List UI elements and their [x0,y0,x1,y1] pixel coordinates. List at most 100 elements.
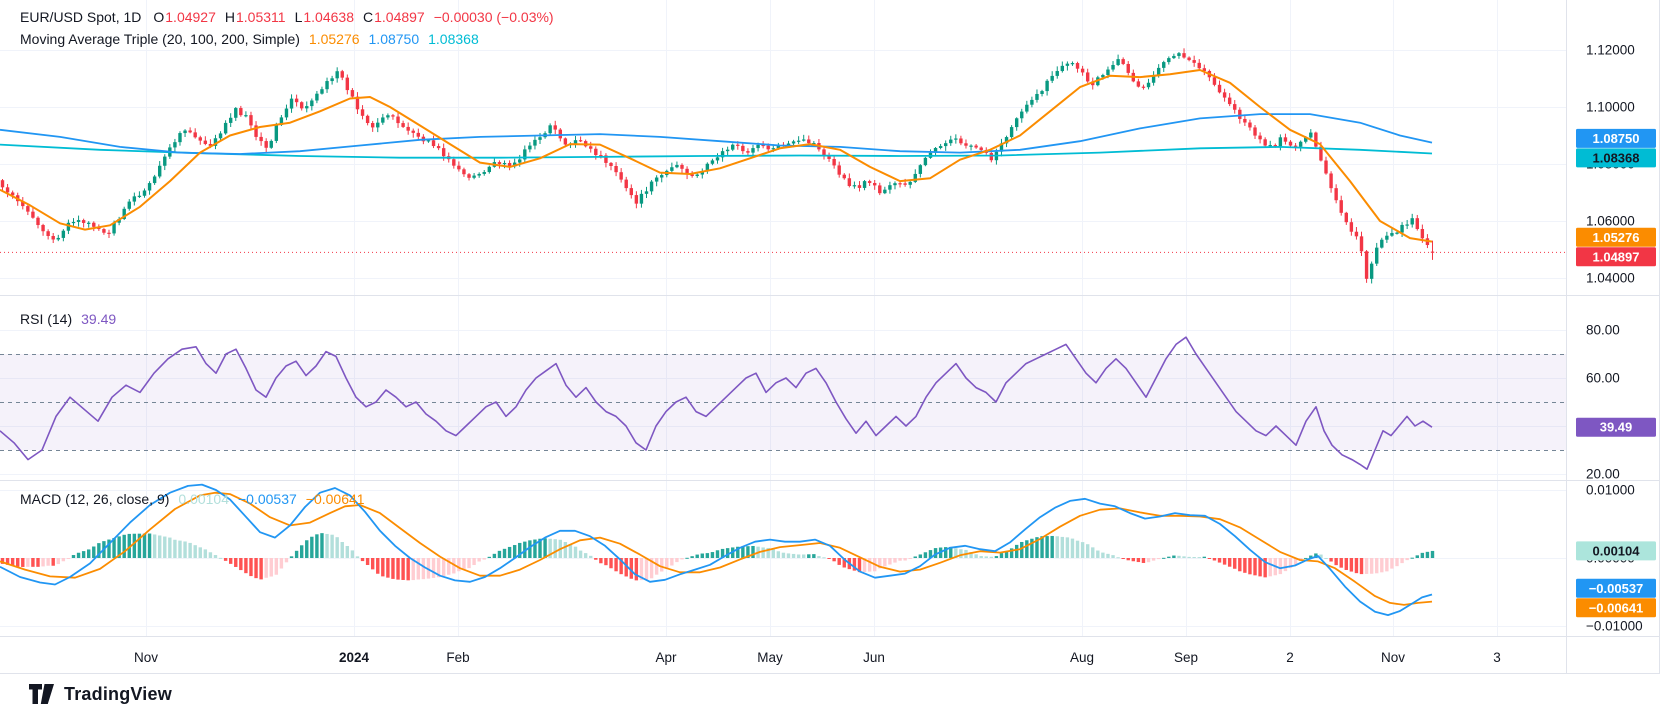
candle-body[interactable] [634,195,639,204]
candle-body[interactable] [76,220,81,222]
macd-hist-bar[interactable] [137,533,142,558]
candle-body[interactable] [761,144,765,147]
macd-hist-bar[interactable] [1085,544,1090,558]
candle-body[interactable] [705,163,710,172]
macd-hist-bar[interactable] [690,556,694,558]
macd-hist-bar[interactable] [183,541,187,558]
macd-hist-bar[interactable] [386,558,390,578]
macd-hist-bar[interactable] [1268,558,1272,577]
candle-body[interactable] [117,218,121,223]
macd-hist-bar[interactable] [1187,556,1191,558]
candle-body[interactable] [122,208,126,219]
macd-hist-bar[interactable] [1146,558,1151,563]
candle-body[interactable] [457,165,461,170]
macd-hist-bar[interactable] [1400,558,1404,564]
macd-hist-bar[interactable] [862,558,867,572]
macd-hist-bar[interactable] [918,554,923,558]
candle-body[interactable] [1126,63,1130,73]
candle-body[interactable] [715,157,720,161]
ma100-line[interactable] [0,113,1433,155]
candle-body[interactable] [137,195,142,197]
macd-hist-bar[interactable] [213,555,218,558]
candle-body[interactable] [249,115,253,126]
candle-body[interactable] [1014,118,1019,128]
macd-hist-bar[interactable] [1182,556,1186,558]
macd-hist-bar[interactable] [1314,553,1318,558]
macd-hist-bar[interactable] [330,534,334,558]
candle-body[interactable] [71,221,76,224]
macd-hist-bar[interactable] [239,558,243,571]
candle-body[interactable] [46,231,50,236]
candle-body[interactable] [365,115,370,124]
macd-hist-bar[interactable] [1167,556,1171,558]
macd-hist-bar[interactable] [92,546,96,558]
candle-body[interactable] [1009,127,1014,138]
macd-hist-bar[interactable] [431,558,436,578]
candle-body[interactable] [1060,65,1065,72]
macd-hist-bar[interactable] [345,545,350,558]
candle-body[interactable] [791,141,796,144]
candle-body[interactable] [938,146,943,148]
candle-body[interactable] [355,96,360,110]
macd-hist-bar[interactable] [269,558,273,577]
macd-hist-bar[interactable] [1385,558,1389,572]
macd-hist-bar[interactable] [193,545,197,558]
candle-body[interactable] [1212,77,1217,85]
macd-hist-bar[interactable] [903,558,907,561]
macd-hist-bar[interactable] [1293,558,1298,565]
macd-hist-bar[interactable] [71,555,76,558]
candle-body[interactable] [786,143,791,146]
candle-body[interactable] [163,156,167,166]
macd-hist-bar[interactable] [842,558,846,568]
macd-hist-bar[interactable] [289,556,294,558]
candle-body[interactable] [837,165,841,175]
macd-hist-bar[interactable] [1420,552,1425,558]
macd-hist-bar[interactable] [1369,558,1374,574]
candle-body[interactable] [66,222,71,231]
candle-body[interactable] [51,235,55,240]
macd-hist-bar[interactable] [1177,555,1181,558]
candle-body[interactable] [264,141,268,148]
macd-hist-bar[interactable] [447,558,451,575]
macd-hist-bar[interactable] [1040,536,1044,558]
macd-hist-bar[interactable] [1329,558,1333,562]
candle-body[interactable] [812,142,816,145]
macd-hist-bar[interactable] [553,539,557,558]
candle-body[interactable] [1380,239,1384,248]
candle-body[interactable] [1156,67,1161,76]
macd-hist-bar[interactable] [178,540,182,558]
candle-body[interactable] [193,132,197,138]
candle-body[interactable] [725,149,730,152]
candle-body[interactable] [533,139,537,146]
macd-hist-bar[interactable] [538,538,542,558]
macd-hist-bar[interactable] [497,550,502,558]
macd-main-line[interactable] [0,483,1433,616]
macd-hist-bar[interactable] [1035,537,1039,558]
macd-hist-bar[interactable] [568,544,573,558]
macd-hist-bar[interactable] [1278,558,1283,575]
candle-body[interactable] [426,140,431,142]
candle-body[interactable] [624,179,628,189]
candle-body[interactable] [872,182,877,186]
macd-hist-bar[interactable] [533,539,537,558]
candle-body[interactable] [842,174,846,179]
candle-body[interactable] [660,175,664,178]
macd-hist-bar[interactable] [244,558,248,574]
candle-body[interactable] [1167,58,1171,63]
candle-body[interactable] [10,192,15,196]
candle-body[interactable] [325,81,329,90]
candle-body[interactable] [1040,91,1044,94]
macd-hist-bar[interactable] [188,542,192,558]
macd-hist-bar[interactable] [670,558,674,566]
macd-hist-bar[interactable] [888,558,892,565]
tradingview-logo[interactable]: TradingView [28,682,172,706]
candle-body[interactable] [1050,75,1054,81]
macd-hist-bar[interactable] [421,558,426,580]
candle-body[interactable] [386,115,390,118]
candle-body[interactable] [92,222,96,227]
candle-body[interactable] [1400,224,1404,233]
macd-hist-bar[interactable] [817,556,821,558]
macd-hist-bar[interactable] [21,558,25,567]
candle-body[interactable] [299,102,304,109]
candle-body[interactable] [888,185,892,190]
